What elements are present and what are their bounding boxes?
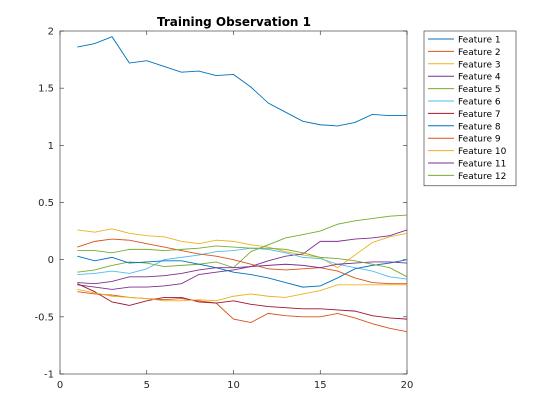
y-tick-label: 1.5 bbox=[38, 84, 54, 95]
y-tick-label: 2 bbox=[48, 27, 54, 38]
axes-box bbox=[59, 30, 408, 375]
series-line-feature-3 bbox=[77, 228, 408, 269]
series-line-feature-6 bbox=[77, 247, 408, 280]
legend-label: Feature 4 bbox=[458, 73, 501, 83]
y-tick-label: 1 bbox=[48, 141, 54, 152]
legend: Feature 1 Feature 2 Feature 3 Feature 4 Feat… bbox=[423, 30, 517, 187]
x-tick-label: 10 bbox=[227, 380, 240, 391]
y-tick-label: -0.5 bbox=[34, 312, 54, 323]
plot-area: 0 5 10 15 20 -1 -0.5 0 0.5 1 1.5 2 bbox=[34, 27, 413, 392]
legend-label: Feature 9 bbox=[458, 135, 501, 145]
y-tick-label: -1 bbox=[44, 370, 54, 381]
legend-label: Feature 8 bbox=[458, 122, 501, 132]
series-line-feature-1 bbox=[77, 36, 407, 127]
series-line-feature-11 bbox=[77, 261, 408, 285]
legend-label: Feature 2 bbox=[458, 48, 501, 58]
x-tick-label: 15 bbox=[314, 380, 327, 391]
series-line-feature-5 bbox=[77, 214, 408, 273]
legend-label: Feature 1 bbox=[458, 36, 501, 46]
chart-title: Training Observation 1 bbox=[157, 15, 311, 29]
legend-label: Feature 10 bbox=[458, 147, 507, 157]
legend-label: Feature 7 bbox=[458, 110, 501, 120]
legend-label: Feature 5 bbox=[458, 85, 501, 95]
series-line-feature-10 bbox=[77, 284, 407, 302]
x-tick-label: 5 bbox=[144, 380, 150, 391]
x-tick-label: 20 bbox=[401, 380, 414, 391]
legend-label: Feature 12 bbox=[458, 172, 506, 182]
series-line-feature-4 bbox=[77, 229, 408, 290]
legend-label: Feature 3 bbox=[458, 60, 501, 70]
series-line-feature-9 bbox=[77, 238, 407, 285]
series-line-feature-8 bbox=[77, 255, 408, 288]
y-tick-label: 0.5 bbox=[38, 198, 54, 209]
series-line-feature-12 bbox=[77, 245, 408, 278]
x-tick-label: 0 bbox=[57, 380, 63, 391]
series-line-feature-7 bbox=[77, 283, 408, 320]
legend-label: Feature 11 bbox=[458, 160, 506, 170]
legend-box bbox=[423, 30, 517, 187]
y-tick-label: 0 bbox=[48, 255, 54, 266]
legend-label: Feature 6 bbox=[458, 98, 501, 108]
